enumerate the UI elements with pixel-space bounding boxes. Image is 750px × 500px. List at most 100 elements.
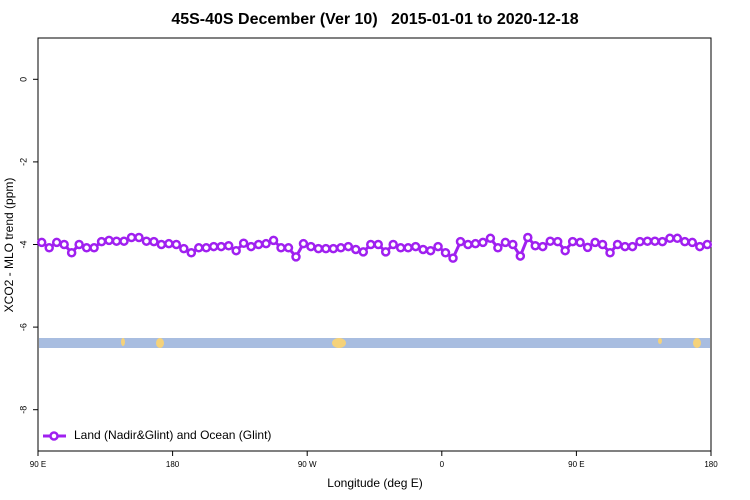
data-point — [51, 237, 62, 248]
data-point — [620, 241, 630, 252]
data-point — [597, 239, 608, 250]
data-point — [66, 248, 77, 258]
data-point — [418, 244, 428, 255]
data-point — [141, 236, 152, 246]
data-point — [36, 237, 47, 248]
data-point — [388, 239, 398, 250]
data-point — [612, 239, 623, 250]
data-point — [291, 252, 301, 262]
data-point — [313, 243, 324, 254]
data-point — [216, 241, 226, 252]
data-point — [642, 236, 653, 246]
data-point — [523, 232, 533, 243]
x-axis-label: Longitude (deg E) — [327, 476, 422, 490]
data-point — [582, 242, 593, 253]
data-point — [111, 236, 122, 246]
data-point — [343, 241, 354, 252]
data-point — [590, 237, 600, 248]
data-point — [448, 253, 458, 263]
data-point — [298, 238, 309, 249]
data-point — [104, 235, 114, 246]
data-point — [208, 241, 219, 252]
data-point — [328, 243, 339, 254]
y-tick-label: -2 — [18, 158, 28, 166]
data-point — [89, 243, 99, 253]
y-tick-label: -8 — [18, 406, 28, 414]
data-point — [485, 233, 496, 244]
data-point — [59, 239, 69, 250]
legend-label: Land (Nadir&Glint) and Ocean (Glint) — [74, 428, 271, 442]
y-tick-label: -4 — [18, 240, 28, 248]
data-point — [470, 238, 481, 249]
data-point — [380, 247, 391, 257]
data-point — [410, 241, 421, 252]
data-point — [74, 239, 84, 250]
data-point — [223, 240, 234, 251]
data-point — [657, 236, 668, 247]
y-tick-label: 0 — [18, 77, 28, 82]
y-tick-label: -6 — [18, 323, 28, 331]
data-point — [321, 243, 331, 254]
data-point — [538, 241, 548, 252]
data-point — [231, 245, 241, 256]
data-point — [283, 243, 294, 253]
data-point — [119, 236, 129, 246]
data-point — [695, 241, 705, 252]
data-point — [665, 233, 675, 244]
data-point — [605, 248, 615, 258]
data-point — [351, 244, 361, 255]
data-point — [560, 245, 570, 256]
data-point — [545, 236, 555, 246]
data-point — [358, 247, 369, 257]
data-point — [44, 243, 54, 253]
data-point — [440, 248, 451, 258]
data-point — [246, 241, 256, 252]
x-tick-label: 180 — [704, 460, 718, 469]
data-point — [530, 240, 541, 251]
data-point — [395, 243, 406, 253]
data-point — [366, 239, 376, 250]
data-point — [672, 233, 683, 244]
data-point — [552, 236, 563, 247]
data-point — [702, 239, 713, 250]
data-point — [508, 239, 518, 250]
data-point — [680, 236, 690, 247]
data-point — [201, 243, 211, 253]
data-point — [627, 241, 638, 252]
data-point — [493, 243, 503, 253]
x-tick-label: 90 W — [298, 460, 317, 469]
data-point — [171, 239, 182, 250]
data-point — [425, 245, 436, 256]
data-point — [500, 237, 511, 248]
land-ocean-strip — [39, 338, 710, 348]
data-point — [179, 243, 189, 254]
data-point — [156, 239, 167, 250]
data-point — [433, 241, 443, 252]
legend-marker — [49, 431, 59, 441]
data-point — [515, 251, 526, 261]
data-point — [164, 238, 174, 249]
x-tick-label: 0 — [440, 460, 445, 469]
data-point — [126, 232, 137, 243]
data-point — [134, 232, 144, 243]
data-point — [687, 237, 698, 248]
x-tick-label: 90 E — [568, 460, 584, 469]
data-point — [261, 238, 271, 249]
data-point — [455, 236, 466, 247]
data-point — [253, 239, 264, 250]
data-point — [306, 241, 316, 252]
data-point — [194, 243, 204, 253]
data-point — [635, 236, 645, 247]
x-tick-label: 90 E — [30, 460, 46, 469]
data-point — [268, 235, 279, 246]
data-point — [276, 243, 286, 253]
data-point — [149, 236, 159, 247]
data-point — [81, 243, 92, 253]
data-point — [478, 237, 488, 248]
chart-title: 45S-40S December (Ver 10) 2015-01-01 to … — [171, 11, 578, 28]
data-point — [567, 236, 578, 247]
data-point — [238, 238, 249, 249]
data-point — [463, 239, 473, 250]
